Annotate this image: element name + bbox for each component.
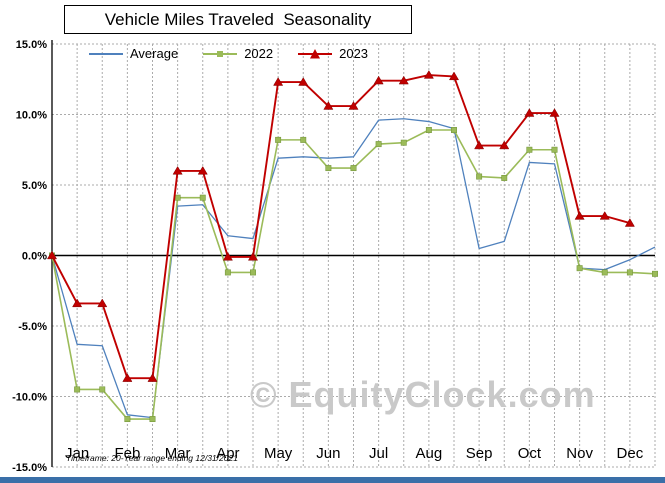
bottom-blue-bar <box>0 477 665 483</box>
svg-text:-15.0%: -15.0% <box>12 462 47 474</box>
svg-text:Jul: Jul <box>369 445 388 462</box>
month-labels: Jan Feb Mar Apr May Jun Jul Aug Sep Oct Nov Dec <box>65 445 644 462</box>
legend-marker-2022-icon <box>203 50 238 57</box>
timeframe-note: Timeframe: 20-Year range ending 12/31/20… <box>66 453 238 463</box>
svg-text:Mar: Mar <box>165 445 191 462</box>
svg-text:Oct: Oct <box>518 445 542 462</box>
svg-text:Apr: Apr <box>216 445 239 462</box>
legend-label-average: Average <box>130 46 179 61</box>
svg-text:-10.0%: -10.0% <box>12 392 47 404</box>
svg-text:Dec: Dec <box>617 445 644 462</box>
legend-item-2023: 2023 <box>297 46 368 61</box>
svg-text:May: May <box>264 445 293 462</box>
legend-item-average: Average <box>88 46 178 61</box>
svg-text:Nov: Nov <box>566 445 593 462</box>
svg-text:Aug: Aug <box>416 445 443 462</box>
legend-label-2022: 2022 <box>244 46 274 61</box>
svg-text:15.0%: 15.0% <box>16 39 47 51</box>
series-2022-markers <box>49 127 658 423</box>
series-2023-markers <box>46 70 635 382</box>
svg-text:10.0%: 10.0% <box>16 110 47 122</box>
legend-marker-2023-icon <box>298 48 333 58</box>
svg-text:Sep: Sep <box>466 445 493 462</box>
svg-text:Feb: Feb <box>114 445 140 462</box>
legend-marker-average-icon <box>89 52 123 55</box>
svg-text:Jan: Jan <box>65 445 89 462</box>
svg-text:Jun: Jun <box>316 445 340 462</box>
svg-text:0.0%: 0.0% <box>22 251 47 263</box>
svg-text:5.0%: 5.0% <box>22 180 47 192</box>
chart-title: Vehicle Miles Traveled Seasonality <box>64 5 412 34</box>
y-tick-labels: 15.0% 10.0% 5.0% 0.0% -5.0% -10.0% -15.0% <box>12 39 47 474</box>
svg-text:-5.0%: -5.0% <box>18 321 47 333</box>
legend-item-2022: 2022 <box>202 46 273 61</box>
legend-label-2023: 2023 <box>339 46 369 61</box>
y-gridlines <box>52 43 655 468</box>
legend: Average 2022 2023 <box>88 46 368 61</box>
series-2023-line <box>51 74 631 380</box>
